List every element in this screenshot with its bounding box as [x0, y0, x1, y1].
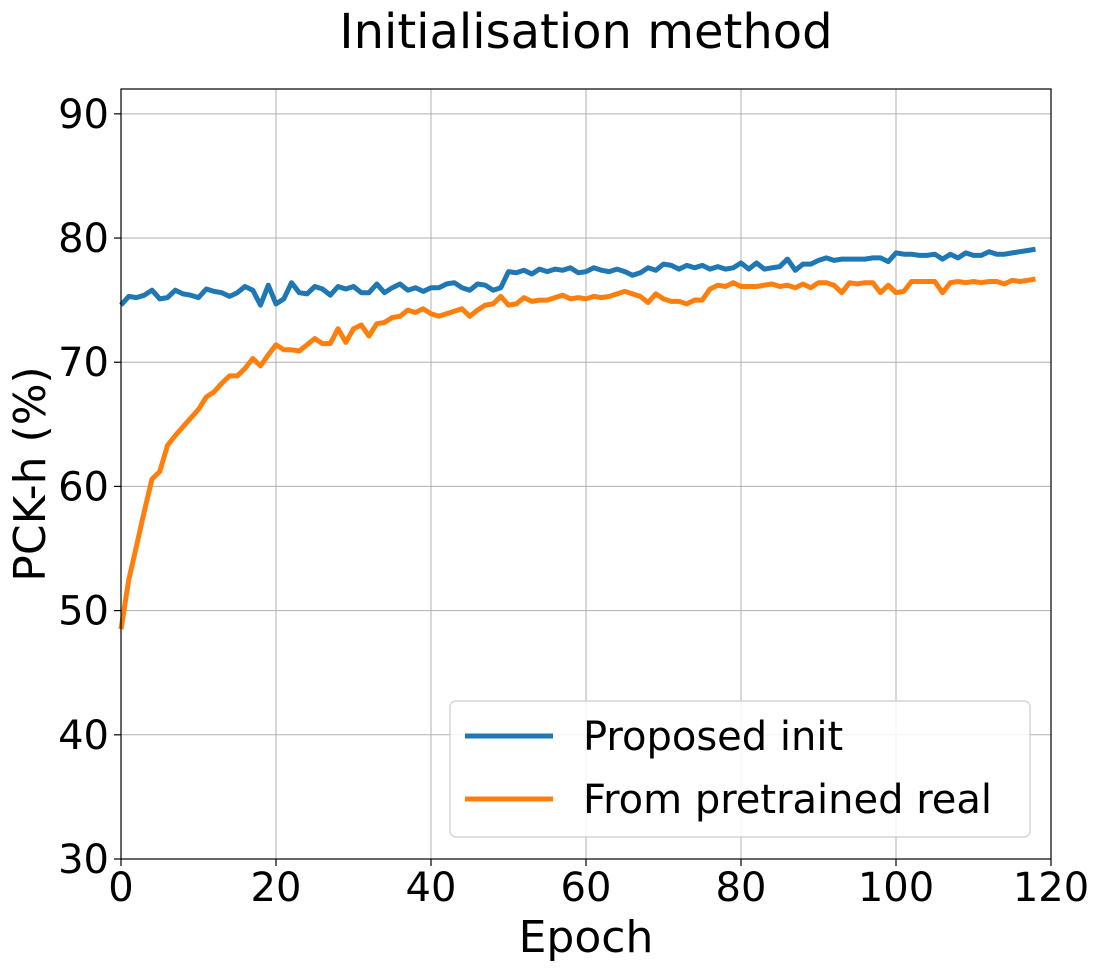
x-tick-label: 80	[716, 865, 767, 911]
x-tick-label: 60	[561, 865, 612, 911]
y-tick-label: 80	[58, 216, 109, 262]
x-tick-label: 100	[858, 865, 934, 911]
y-tick-label: 50	[58, 589, 109, 635]
chart-title: Initialisation method	[339, 4, 832, 60]
x-tick-label: 40	[406, 865, 457, 911]
y-tick-label: 30	[58, 837, 109, 883]
legend: Proposed init From pretrained real	[449, 700, 1031, 838]
legend-label: From pretrained real	[583, 777, 992, 823]
y-axis-title: PCK-h (%)	[5, 366, 56, 581]
y-tick-label: 90	[58, 92, 109, 138]
x-axis-title: Epoch	[519, 912, 654, 963]
y-tick-label: 40	[58, 713, 109, 759]
x-tick-label: 120	[1013, 865, 1089, 911]
x-axis: 0 20 40 60 80 100 120	[108, 859, 1089, 911]
x-tick-label: 20	[251, 865, 302, 911]
grid	[120, 89, 1052, 860]
x-tick-label: 0	[108, 865, 133, 911]
legend-box	[449, 700, 1031, 838]
series-line-proposed-init	[119, 246, 1036, 308]
y-tick-label: 60	[58, 464, 109, 510]
series-line-from-pretrained-real	[118, 276, 1036, 630]
series-layer	[118, 246, 1036, 630]
y-tick-label: 70	[58, 340, 109, 386]
legend-label: Proposed init	[583, 714, 843, 760]
y-axis: 30 40 50 60 70 80 90	[58, 92, 121, 883]
